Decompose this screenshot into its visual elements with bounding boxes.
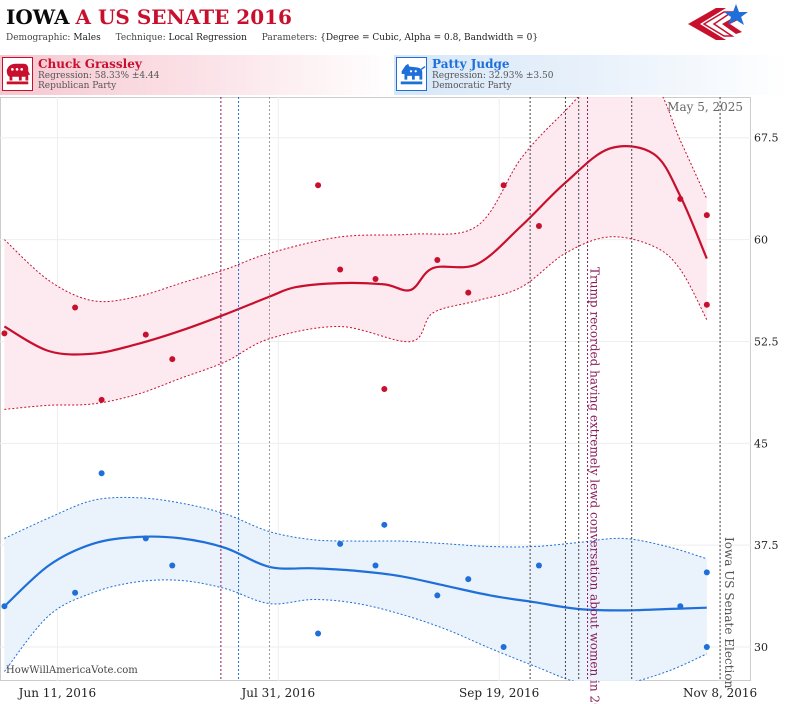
poll-point	[703, 644, 710, 651]
parameters-line: Demographic: Males Technique: Local Regr…	[6, 33, 538, 43]
poll-point	[72, 304, 79, 311]
poll-point	[465, 576, 472, 583]
poll-point	[315, 630, 322, 637]
poll-point	[1, 603, 8, 610]
watermark-text: HowWillAmericaVote.com	[6, 665, 138, 676]
y-tick-label: 52.5	[754, 335, 779, 348]
donkey-icon	[396, 57, 427, 91]
poll-point	[72, 589, 79, 596]
y-tick-label: 67.5	[754, 132, 779, 145]
poll-point	[381, 386, 388, 392]
candidate-bar: Chuck Grassley Regression: 58.33% ±4.44 …	[0, 55, 789, 95]
poll-point	[500, 182, 507, 189]
poll-point	[677, 603, 684, 610]
state-name: IOWA	[6, 5, 70, 29]
poll-point	[169, 356, 176, 363]
y-tick-label: 45	[754, 437, 768, 450]
poll-point	[535, 223, 542, 230]
poll-point	[677, 195, 684, 202]
x-tick-label: Nov 8, 2016	[683, 686, 757, 700]
x-tick-label: Sep 19, 2016	[459, 686, 539, 700]
x-tick-label: Jun 11, 2016	[17, 686, 97, 700]
candidate-card-rep: Chuck Grassley Regression: 58.33% ±4.44 …	[0, 55, 394, 95]
poll-point	[500, 644, 507, 651]
poll-point	[98, 396, 105, 403]
poll-point	[142, 331, 149, 338]
demographic-label: Demographic:	[6, 33, 71, 43]
poll-point	[315, 182, 322, 189]
event-annotation: Iowa US Senate Election	[722, 537, 736, 689]
poll-point	[337, 266, 344, 273]
rep-regression: Regression: 58.33% ±4.44	[38, 71, 160, 81]
rep-candidate-name: Chuck Grassley	[38, 57, 142, 71]
poll-chart: 30 37.5 45 52.5 60 67.5 Jun 11, 2016 Jul 31, 20…	[0, 97, 779, 704]
confidence-band	[4, 497, 707, 681]
site-logo-icon	[688, 4, 748, 40]
technique-value: Local Regression	[168, 33, 247, 43]
band-lower-line	[4, 579, 708, 681]
poll-point	[142, 535, 149, 542]
poll-point	[1, 330, 8, 337]
poll-point	[434, 256, 441, 263]
y-tick-label: 60	[754, 234, 768, 247]
poll-point	[98, 470, 105, 477]
dem-regression: Regression: 32.93% ±3.50	[432, 71, 554, 81]
chart-header: IOWA A US SENATE 2016 Demographic: Males …	[0, 0, 789, 50]
elephant-icon	[2, 57, 33, 91]
x-tick-label: Jul 31, 2016	[239, 686, 315, 700]
page-title: IOWA A US SENATE 2016	[6, 5, 292, 29]
y-tick-label: 30	[754, 641, 768, 654]
poll-point	[381, 521, 388, 528]
poll-point	[703, 301, 710, 308]
date-stamp: May 5, 2025	[667, 100, 743, 114]
poll-point	[703, 569, 710, 576]
poll-point	[337, 540, 344, 547]
candidate-card-dem: Patty Judge Regression: 32.93% ±3.50 Dem…	[394, 55, 789, 95]
event-annotation: Trump recorded having extremely lewd con…	[588, 267, 602, 704]
race-name: A US SENATE 2016	[75, 5, 292, 29]
series-layer	[1, 97, 710, 681]
parameters-label: Parameters:	[261, 33, 318, 43]
band-upper-line	[4, 496, 707, 560]
regression-line	[3, 145, 708, 356]
poll-point	[372, 275, 379, 282]
dem-party: Democratic Party	[432, 81, 512, 91]
regression-line	[3, 535, 707, 612]
poll-point	[169, 562, 176, 569]
demographic-value: Males	[73, 33, 101, 43]
technique-label: Technique:	[115, 33, 166, 43]
dem-candidate-name: Patty Judge	[432, 57, 510, 71]
poll-point	[372, 562, 379, 569]
rep-party: Republican Party	[38, 81, 117, 91]
band-upper-line	[4, 97, 708, 303]
poll-point	[434, 592, 441, 599]
poll-point	[703, 212, 710, 219]
parameters-value: {Degree = Cubic, Alpha = 0.8, Bandwidth …	[320, 33, 539, 43]
y-tick-label: 37.5	[754, 539, 779, 552]
poll-point	[465, 289, 472, 296]
poll-point	[535, 562, 542, 569]
